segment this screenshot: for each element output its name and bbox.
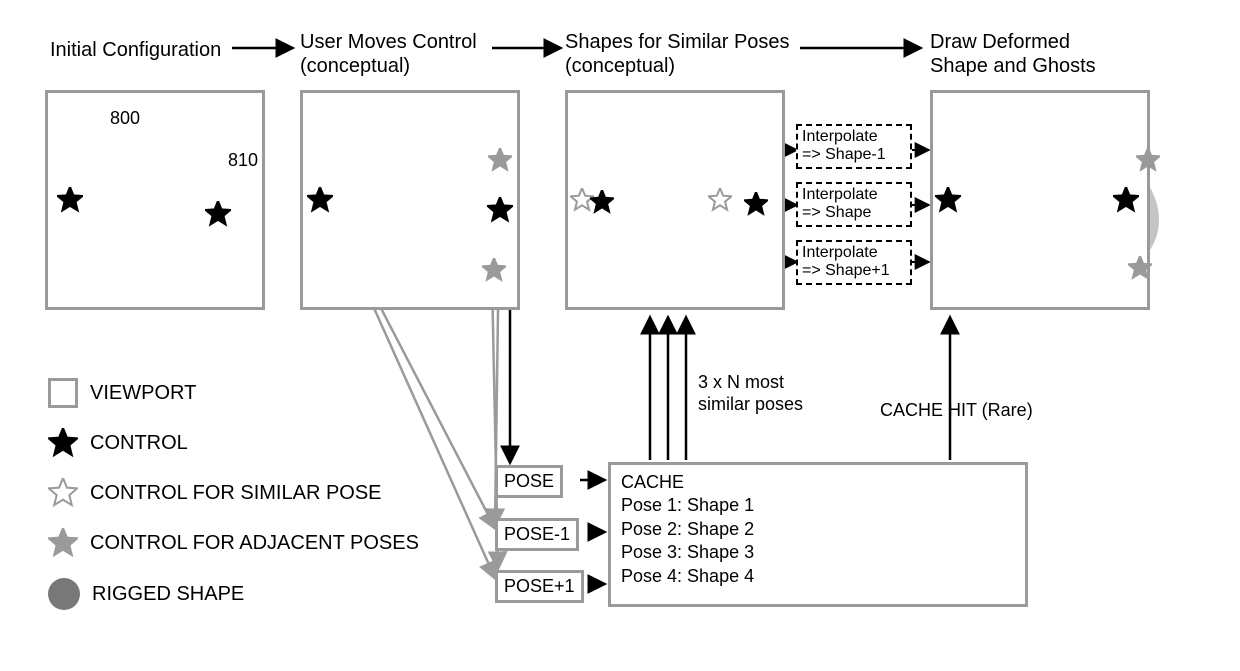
annotation-810: 810 [228,150,258,171]
title-panel-1: Initial Configuration [50,38,221,62]
pose-box-0: POSE [495,465,563,498]
title-panel-3b: (conceptual) [565,54,675,78]
cache-r3: Pose 3: Shape 3 [621,541,1015,564]
interp-box-1: Interpolate => Shape-1 [796,124,912,169]
interp-1a: Interpolate [802,128,906,146]
cache-r1: Pose 1: Shape 1 [621,494,1015,517]
title-panel-2b: (conceptual) [300,54,410,78]
legend-similar-label: CONTROL FOR SIMILAR POSE [90,482,382,505]
label-similar-poses-2: similar poses [698,394,803,415]
pose-box-2: POSE+1 [495,570,584,603]
interp-1b: => Shape-1 [802,146,906,164]
interp-3a: Interpolate [802,244,906,262]
viewport-panel-3 [565,90,785,310]
legend-rigged-label: RIGGED SHAPE [92,583,244,606]
legend-adjacent-label: CONTROL FOR ADJACENT POSES [90,532,419,555]
legend-rigged-icon [48,578,80,610]
legend-adjacent: CONTROL FOR ADJACENT POSES [48,528,419,558]
pose-box-1: POSE-1 [495,518,579,551]
title-panel-2a: User Moves Control [300,30,477,54]
interp-2a: Interpolate [802,186,906,204]
legend-viewport: VIEWPORT [48,378,196,408]
legend-rigged: RIGGED SHAPE [48,578,244,610]
interp-3b: => Shape+1 [802,262,906,280]
interp-box-2: Interpolate => Shape [796,182,912,227]
legend-control-icon [48,428,78,458]
label-cache-hit: CACHE HIT (Rare) [880,400,1033,421]
cache-r4: Pose 4: Shape 4 [621,565,1015,588]
legend-viewport-icon [48,378,78,408]
interp-2b: => Shape [802,204,906,222]
legend-viewport-label: VIEWPORT [90,382,196,405]
legend-similar-icon [48,478,78,508]
viewport-panel-1 [45,90,265,310]
interp-box-3: Interpolate => Shape+1 [796,240,912,285]
title-panel-3a: Shapes for Similar Poses [565,30,790,54]
title-panel-4b: Shape and Ghosts [930,54,1096,78]
legend-similar: CONTROL FOR SIMILAR POSE [48,478,382,508]
cache-title: CACHE [621,471,1015,494]
viewport-panel-4 [930,90,1150,310]
label-similar-poses-1: 3 x N most [698,372,784,393]
legend-control: CONTROL [48,428,188,458]
legend-adjacent-icon [48,528,78,558]
cache-box: CACHE Pose 1: Shape 1 Pose 2: Shape 2 Po… [608,462,1028,607]
legend-control-label: CONTROL [90,432,188,455]
cache-r2: Pose 2: Shape 2 [621,518,1015,541]
viewport-panel-2 [300,90,520,310]
annotation-800: 800 [110,108,140,129]
title-panel-4a: Draw Deformed [930,30,1070,54]
